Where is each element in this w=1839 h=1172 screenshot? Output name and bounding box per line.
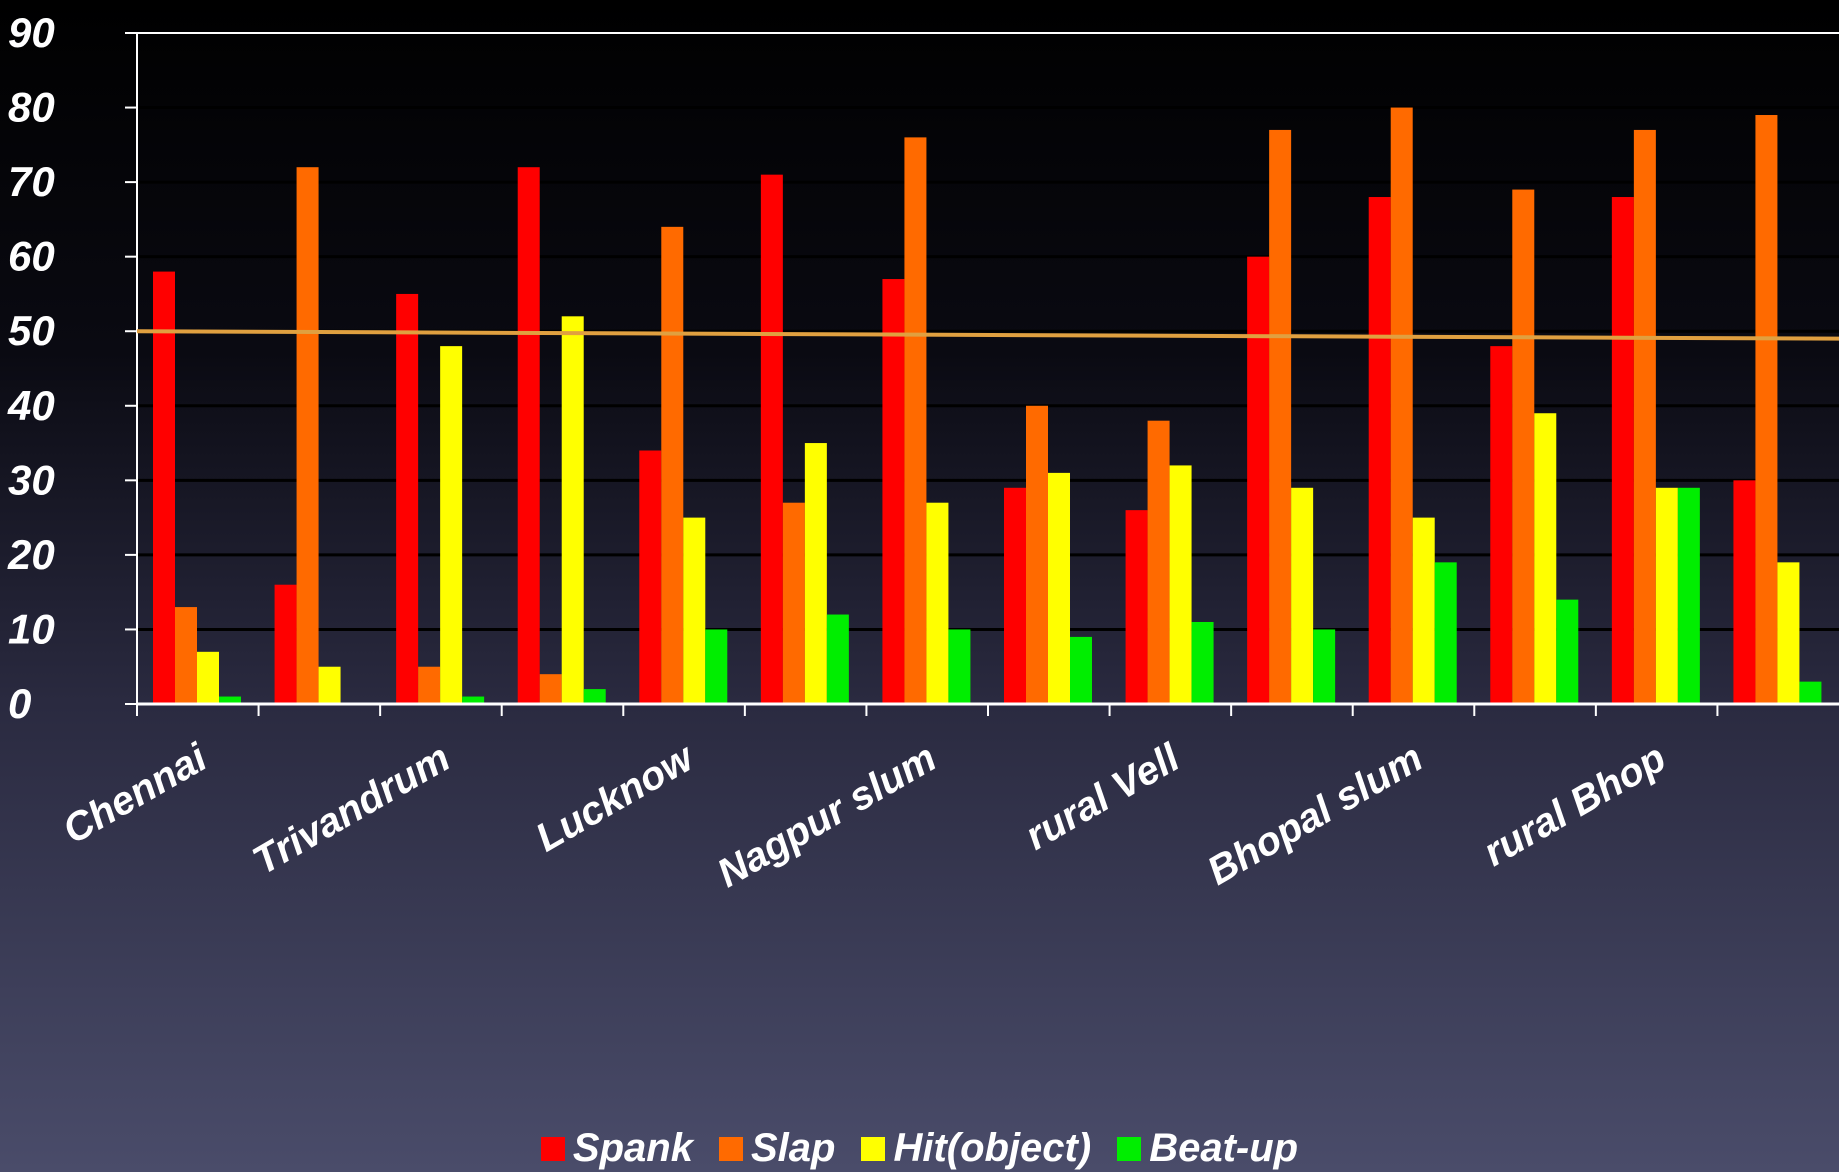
legend-label: Hit(object): [893, 1126, 1092, 1170]
bar: [1534, 413, 1557, 704]
bar: [175, 607, 197, 704]
y-tick-label: 80: [8, 84, 55, 131]
bar: [1169, 465, 1192, 704]
legend-item: Beat-up: [1117, 1126, 1298, 1171]
bar: [661, 226, 684, 704]
legend-item: Hit(object): [861, 1126, 1091, 1171]
x-tick-label: Bhopal slum: [1200, 736, 1430, 894]
bar: [1368, 197, 1391, 704]
bar: [1799, 681, 1822, 704]
bar: [462, 696, 485, 704]
bar: [1556, 599, 1579, 704]
bar: [1412, 517, 1435, 704]
x-tick-label: Chennai: [56, 735, 215, 852]
bar: [440, 346, 463, 704]
bar: [274, 584, 297, 704]
legend: Spank Slap Hit(object) Beat-up: [0, 1126, 1839, 1171]
x-tick-label: rural Vell: [1018, 735, 1188, 858]
y-tick-label: 90: [8, 9, 55, 56]
legend-swatch: [861, 1136, 886, 1161]
bar: [1633, 129, 1656, 704]
bar: [396, 293, 419, 704]
bar: [219, 696, 241, 704]
reference-line: [136, 329, 1839, 341]
bar: [583, 689, 606, 704]
bar: [1247, 256, 1270, 704]
x-tick-label: rural Bhop: [1476, 736, 1673, 875]
bar: [826, 614, 849, 704]
bar: [1490, 346, 1513, 704]
bar: [1070, 636, 1092, 704]
bar: [1026, 405, 1048, 704]
y-tick-label: 50: [8, 307, 55, 354]
bar: [1125, 510, 1148, 704]
bar: [561, 316, 584, 704]
legend-swatch: [1117, 1136, 1142, 1161]
bar: [1390, 107, 1413, 705]
x-tick-label: Lucknow: [528, 734, 703, 860]
bar: [1655, 487, 1678, 704]
legend-label: Spank: [572, 1126, 693, 1170]
bar: [760, 174, 783, 705]
bar: [683, 517, 706, 704]
y-tick-label: 40: [7, 382, 55, 429]
bar: [296, 167, 319, 704]
bar: [705, 629, 728, 704]
bar: [318, 666, 341, 704]
bar: [804, 443, 827, 704]
bar: [782, 502, 805, 704]
bar: [1191, 621, 1214, 704]
bar: [1733, 480, 1756, 704]
y-tick-label: 10: [8, 605, 55, 652]
bar: [882, 279, 905, 704]
x-tick-label: Trivandrum: [245, 736, 457, 884]
bar: [1004, 487, 1026, 704]
bar: [153, 271, 175, 704]
bar: [1291, 487, 1314, 704]
bar: [1755, 115, 1778, 704]
bar: [197, 651, 219, 704]
legend-label: Slap: [750, 1126, 836, 1170]
bar: [1512, 189, 1535, 705]
bar: [1147, 420, 1170, 704]
bar: [639, 450, 662, 704]
bar: [517, 167, 540, 704]
legend-item: Spank: [540, 1126, 693, 1171]
bar: [1611, 197, 1634, 704]
y-tick-label: 30: [8, 456, 55, 503]
bar: [418, 666, 441, 704]
bar: [948, 629, 971, 704]
y-tick-label: 0: [8, 680, 31, 727]
legend-label: Beat-up: [1149, 1126, 1299, 1170]
bar: [1777, 562, 1800, 704]
bar: [1677, 487, 1700, 704]
bar: [926, 502, 949, 704]
bar: [1048, 472, 1070, 704]
y-tick-label: 20: [7, 531, 55, 578]
bar: [1313, 629, 1336, 704]
x-tick-label: Nagpur slum: [710, 736, 944, 896]
y-tick-label: 70: [8, 158, 55, 205]
legend-swatch: [718, 1136, 743, 1161]
y-tick-label: 60: [8, 233, 55, 280]
legend-swatch: [540, 1136, 565, 1161]
bar: [539, 674, 562, 704]
bar: [904, 137, 927, 704]
bar: [1434, 562, 1457, 704]
bar: [1269, 129, 1292, 704]
legend-item: Slap: [718, 1126, 836, 1171]
